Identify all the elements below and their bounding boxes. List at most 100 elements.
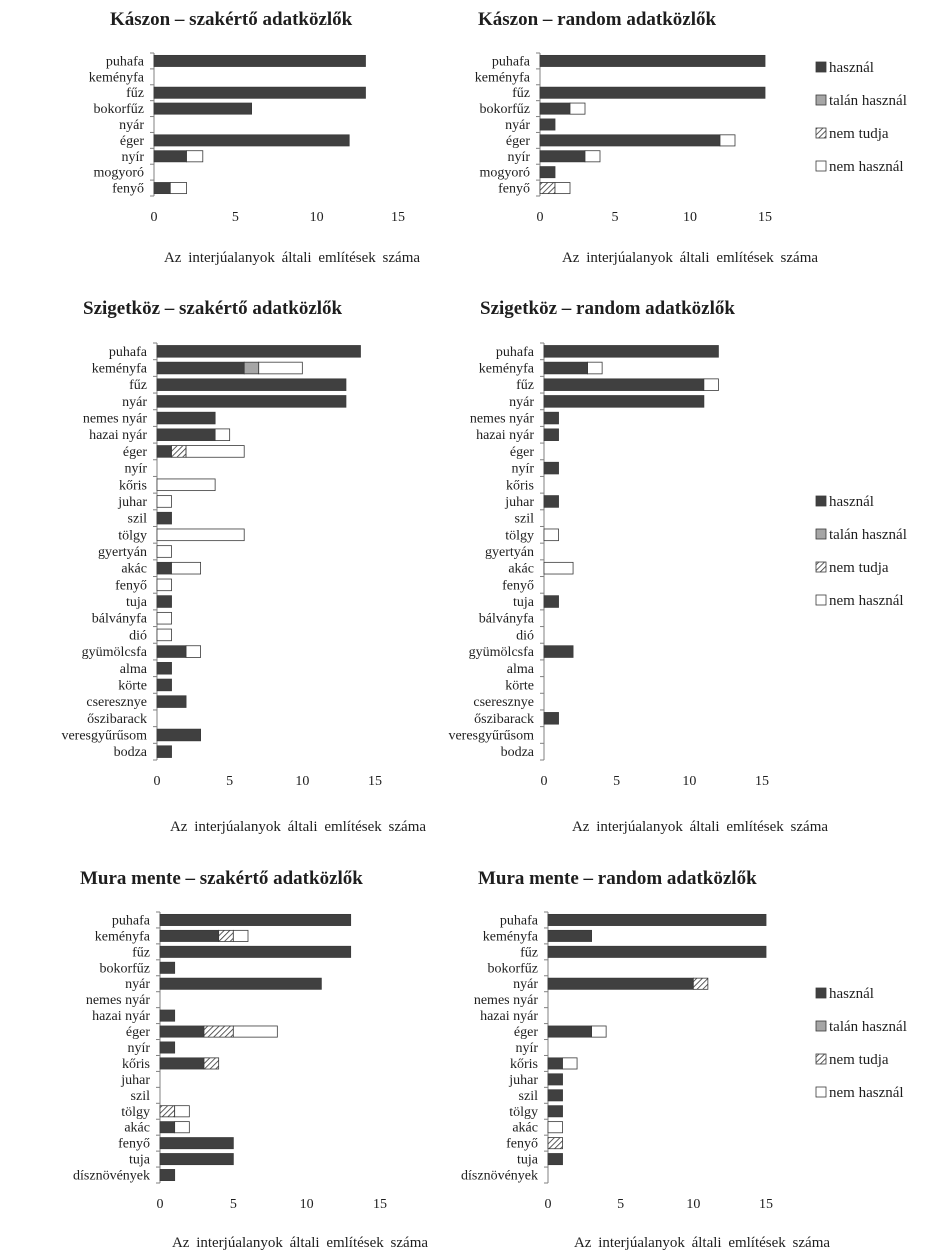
category-label: szil <box>131 1089 151 1104</box>
bar-nemhasznal <box>156 495 172 508</box>
bar-hasznal <box>153 150 187 163</box>
chart-title: Szigetköz – szakértő adatközlők <box>83 298 343 319</box>
category-label: juhar <box>117 495 147 510</box>
category-label: hazai nyár <box>476 428 534 443</box>
chart-title: Kászon – szakértő adatközlők <box>110 9 353 30</box>
bar-nemhasznal <box>569 102 586 115</box>
category-label: mogyoró <box>93 166 144 181</box>
category-label: szil <box>519 1089 539 1104</box>
category-label: puhafa <box>112 913 151 928</box>
bar-nemhasznal <box>587 361 603 375</box>
x-tick-label: 15 <box>758 210 772 225</box>
x-tick-label: 15 <box>391 210 405 225</box>
category-label: juhar <box>120 1073 150 1088</box>
category-label: tuja <box>129 1153 151 1168</box>
chart-title: Mura mente – random adatközlők <box>478 868 757 889</box>
x-tick-label: 15 <box>373 1197 387 1212</box>
bar-hasznal <box>547 977 694 990</box>
category-label: bálványfa <box>479 612 535 627</box>
category-label: dió <box>129 628 147 643</box>
bar-hasznal <box>543 378 705 391</box>
category-label: fűz <box>512 86 530 101</box>
bar-hasznal <box>156 728 201 742</box>
category-label: nyír <box>511 462 534 477</box>
bar-hasznal <box>547 1153 563 1166</box>
x-tick-label: 5 <box>226 774 233 789</box>
bar-nemhasznal <box>232 1025 278 1038</box>
x-tick-label: 0 <box>537 210 544 225</box>
x-tick-label: 10 <box>683 210 697 225</box>
bar-hasznal <box>539 150 586 163</box>
category-label: puhafa <box>106 54 145 69</box>
bar-hasznal <box>543 712 559 725</box>
bar-nemtudja <box>692 977 709 990</box>
category-label: fenyő <box>118 1137 150 1152</box>
legend-label-nemhasznal: nem használ <box>829 1085 904 1101</box>
category-label: gyümölcsfa <box>469 645 535 660</box>
bar-hasznal <box>159 1009 176 1022</box>
category-label: akác <box>508 562 534 577</box>
legend-label-nemhasznal: nem használ <box>829 593 904 609</box>
category-label: fenyő <box>112 182 144 197</box>
category-label: tölgy <box>118 528 147 543</box>
legend-swatch-hasznal <box>815 987 827 999</box>
x-tick-label: 15 <box>755 774 769 789</box>
bar-hasznal <box>159 1025 205 1038</box>
category-label: tuja <box>126 595 148 610</box>
category-label: puhafa <box>496 345 535 360</box>
legends-layer: használ talán használ nem tudja nem használ… <box>815 60 907 1101</box>
bar-hasznal <box>543 345 719 358</box>
chart-panel-3: Szigetköz – szakértő adatközlők puhafa kem… <box>61 298 426 835</box>
bar-hasznal <box>547 1025 592 1038</box>
x-tick-label: 15 <box>759 1197 773 1212</box>
category-label: akác <box>512 1121 538 1136</box>
bar-hasznal <box>153 134 350 147</box>
bar-nemhasznal <box>185 645 201 658</box>
bar-hasznal <box>156 511 172 525</box>
bar-hasznal <box>159 1169 176 1182</box>
category-label: keményfa <box>475 70 531 85</box>
bar-hasznal <box>159 961 176 974</box>
bar-nemhasznal <box>258 361 303 375</box>
bar-nemhasznal <box>156 578 172 592</box>
bar-nemhasznal <box>186 150 204 163</box>
category-label: nyír <box>515 1041 538 1056</box>
bar-hasznal <box>153 102 252 115</box>
bar-nemhasznal <box>543 561 574 575</box>
category-label: szil <box>515 512 535 527</box>
bar-hasznal <box>547 929 592 942</box>
bar-hasznal <box>159 1153 234 1166</box>
legend-label-nemtudja: nem tudja <box>829 1052 889 1068</box>
chart-panel-4: Szigetköz – random adatközlők puhafa kemén… <box>448 298 828 835</box>
bar-hasznal <box>543 495 559 508</box>
category-label: fenyő <box>502 578 534 593</box>
category-label: nemes nyár <box>83 412 147 427</box>
chart-panel-6: Mura mente – random adatközlők puhafakemé… <box>461 868 830 1251</box>
bar-nemtudja <box>159 1105 176 1118</box>
category-label: gyümölcsfa <box>82 645 148 660</box>
bar-hasznal <box>543 595 559 608</box>
chart-panel-5: Mura mente – szakértő adatközlők puhafake… <box>73 868 428 1251</box>
x-tick-label: 5 <box>232 210 239 225</box>
category-label: bokorfűz <box>99 961 150 976</box>
category-label: hazai nyár <box>480 1009 538 1024</box>
bar-hasznal <box>539 118 556 131</box>
legend-swatch-nemtudja <box>815 561 827 573</box>
bar-nemhasznal <box>169 182 187 195</box>
x-tick-label: 0 <box>157 1197 164 1212</box>
category-label: gyertyán <box>485 545 534 560</box>
bar-hasznal <box>547 913 767 926</box>
category-label: fűz <box>516 378 534 393</box>
legend-label-nemtudja: nem tudja <box>829 126 889 142</box>
bar-hasznal <box>153 54 366 67</box>
category-label: tölgy <box>509 1105 538 1120</box>
bar-hasznal <box>156 662 172 675</box>
bar-hasznal <box>547 1073 563 1086</box>
bar-nemhasznal <box>156 611 172 625</box>
category-label: akác <box>124 1121 150 1136</box>
category-label: fenyő <box>115 578 147 593</box>
category-label: akác <box>121 562 147 577</box>
category-label: éger <box>514 1025 538 1040</box>
bar-hasznal <box>159 1137 234 1150</box>
